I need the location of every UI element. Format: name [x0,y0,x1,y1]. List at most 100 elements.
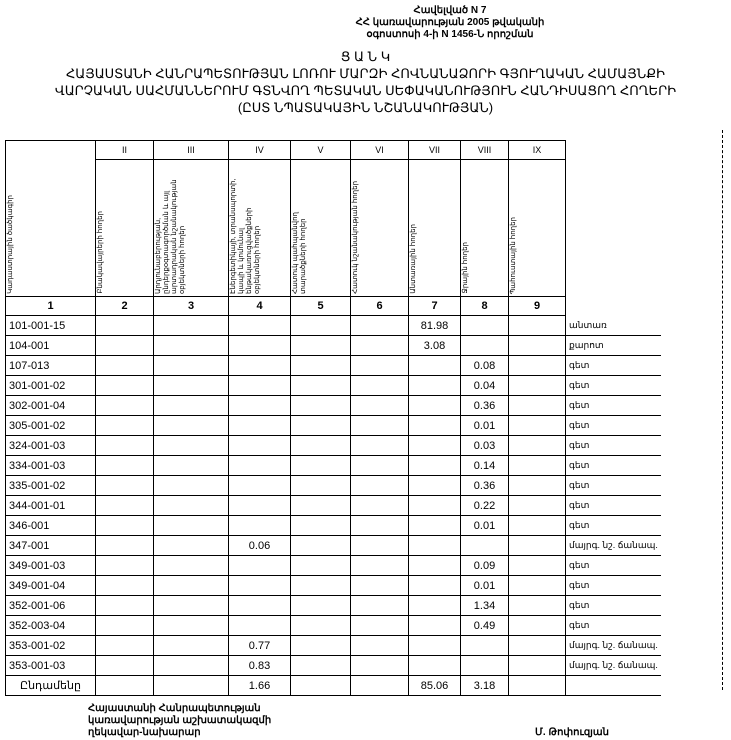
water-cell: 0.01 [460,515,509,536]
cadastral-code-cell: 352-003-04 [5,615,96,636]
empty-cell [95,575,154,596]
empty-cell [153,455,229,476]
energy-transport-cell [228,615,291,636]
empty-cell [95,675,154,696]
title-line: Ց Ա Ն Կ [340,49,391,64]
energy-transport-cell: 0.83 [228,655,291,676]
header-cell: Հատուկ նշանակության հողեր [350,159,409,297]
empty-cell [350,655,409,676]
empty-cell [153,615,229,636]
note-cell: մայրգ. նշ. ճանապ. [564,635,661,656]
forest-cell [408,575,461,596]
note-cell: գետ [564,355,661,376]
total-row: Ընդամենը 1.66 85.06 3.18 [5,675,661,696]
empty-cell [290,635,351,656]
cadastral-code-cell: 101-001-15 [5,315,96,336]
index-cell: 9 [508,296,566,316]
forest-cell: 81.98 [408,315,461,336]
empty-cell [350,415,409,436]
empty-cell [153,375,229,396]
note-cell: գետ [564,575,661,596]
header-label: Կադաստրային ծածկագիր [7,195,14,294]
forest-cell [408,435,461,456]
water-cell: 0.01 [460,575,509,596]
forest-cell [408,495,461,516]
table-row: 104-001 3.08 քարոտ [5,335,661,356]
table-row: 302-001-04 0.36 գետ [5,395,661,416]
empty-cell [508,475,566,496]
page-edge-line [722,130,723,690]
empty-cell [153,675,229,696]
note-cell: գետ [564,595,661,616]
water-cell: 0.08 [460,355,509,376]
note-cell: գետ [564,395,661,416]
index-cell: 2 [95,296,154,316]
empty-cell [290,335,351,356]
empty-cell [95,515,154,536]
empty-cell [153,515,229,536]
index-cell: 5 [290,296,351,316]
empty-cell [350,315,409,336]
empty-cell [290,675,351,696]
forest-cell [408,375,461,396]
empty-cell [95,495,154,516]
note-cell: գետ [564,555,661,576]
header-label: Արդյունաբերության, ընդերքօգտագործման և ա… [155,179,186,294]
forest-cell [408,635,461,656]
empty-cell [153,655,229,676]
cadastral-code-cell: 305-001-02 [5,415,96,436]
signature-name: Մ. Թոփուզյան [535,727,609,738]
empty-cell [350,595,409,616]
empty-cell [95,395,154,416]
empty-cell [508,335,566,356]
index-cell: 7 [408,296,461,316]
blank-cell [566,297,661,316]
cadastral-code-cell: 349-001-04 [5,575,96,596]
forest-cell [408,655,461,676]
empty-cell [95,635,154,656]
empty-cell [290,435,351,456]
title-line: ՎԱՐՉԱԿԱՆ ՍԱՀՄԱՆՆԵՐՈՒՄ ԳՏՆՎՈՂ ՊԵՏԱԿԱՆ ՍԵՓ… [54,83,677,98]
empty-cell [95,655,154,676]
table-row: 346-001 0.01 գետ [5,515,661,536]
header-label: Անտառային հողեր [410,224,417,294]
table-row: 352-003-04 0.49 գետ [5,615,661,636]
table-row: 301-001-02 0.04 գետ [5,375,661,396]
empty-cell [508,655,566,676]
water-cell: 0.09 [460,555,509,576]
blank-cell [566,141,661,160]
water-cell: 0.03 [460,435,509,456]
forest-cell [408,615,461,636]
cadastral-code-cell: 349-001-03 [5,555,96,576]
water-cell: 0.14 [460,455,509,476]
water-cell: 0.36 [460,395,509,416]
water-cell [460,535,509,556]
empty-cell [508,415,566,436]
header-label: Բնակավայրերի հողեր [97,211,104,294]
empty-cell [350,395,409,416]
energy-transport-cell [228,515,291,536]
empty-cell [290,595,351,616]
empty-cell [95,615,154,636]
empty-cell [95,555,154,576]
empty-cell [290,475,351,496]
roman-numeral-cell: IX [508,140,566,160]
empty-cell [508,535,566,556]
empty-cell [290,535,351,556]
energy-transport-cell [228,415,291,436]
blank-cell [566,160,661,297]
empty-cell [350,495,409,516]
cadastral-code-cell: 107-013 [5,355,96,376]
header-label: Էներգետիկայի, տրանսպորտի, կապի և կոմունա… [230,178,261,294]
empty-cell [350,475,409,496]
empty-cell [508,675,566,696]
energy-transport-cell [228,575,291,596]
water-cell: 0.36 [460,475,509,496]
empty-cell [153,595,229,616]
table-row: 349-001-04 0.01 գետ [5,575,661,596]
forest-cell [408,475,461,496]
note-cell: մայրգ. նշ. ճանապ. [564,535,661,556]
empty-cell [508,315,566,336]
water-cell [460,315,509,336]
